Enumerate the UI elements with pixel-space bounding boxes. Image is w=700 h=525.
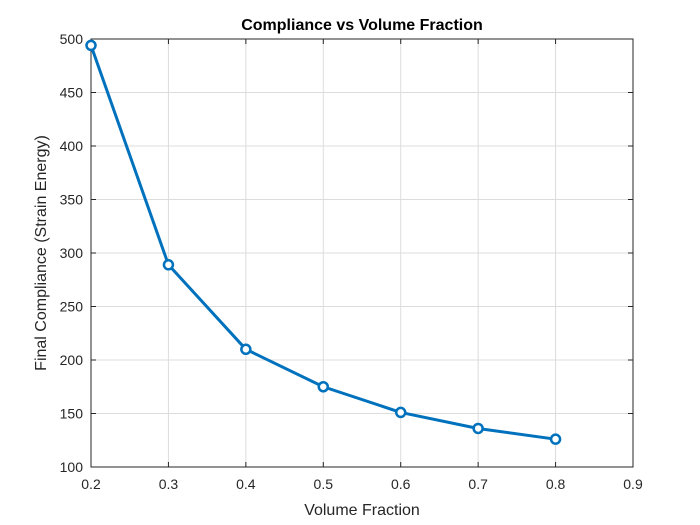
x-tick-label: 0.8 [546,476,566,492]
x-tick-label: 0.7 [468,476,488,492]
x-tick-label: 0.9 [623,476,643,492]
y-tick-label: 450 [60,85,84,101]
y-tick-label: 200 [60,352,84,368]
data-point [317,381,330,393]
y-tick-labels: 100 150 200 250 300 350 400 450 500 [60,31,84,475]
data-point [472,422,484,435]
x-tick-label: 0.5 [314,476,334,492]
x-tick-label: 0.6 [391,476,411,492]
data-point [240,343,252,356]
chart-title: Compliance vs Volume Fraction [241,17,483,34]
y-tick-label: 150 [60,406,84,422]
y-tick-label: 300 [60,245,84,261]
y-tick-label: 250 [60,299,84,315]
x-tick-label: 0.2 [81,476,101,492]
y-axis-label: Final Compliance (Strain Energy) [33,135,50,371]
y-tick-label: 100 [60,459,84,475]
data-point [85,39,97,52]
x-tick-label: 0.3 [159,476,179,492]
y-tick-label: 400 [60,138,84,154]
x-axis-label: Volume Fraction [304,502,420,519]
x-tick-labels: 0.2 0.3 0.4 0.5 0.6 0.7 0.8 0.9 [81,476,643,492]
data-point [549,433,562,445]
data-point [394,406,407,419]
y-tick-label: 350 [60,192,84,208]
x-tick-label: 0.4 [236,476,256,492]
data-series [85,39,562,445]
data-point [162,259,175,271]
y-tick-label: 500 [60,31,84,47]
